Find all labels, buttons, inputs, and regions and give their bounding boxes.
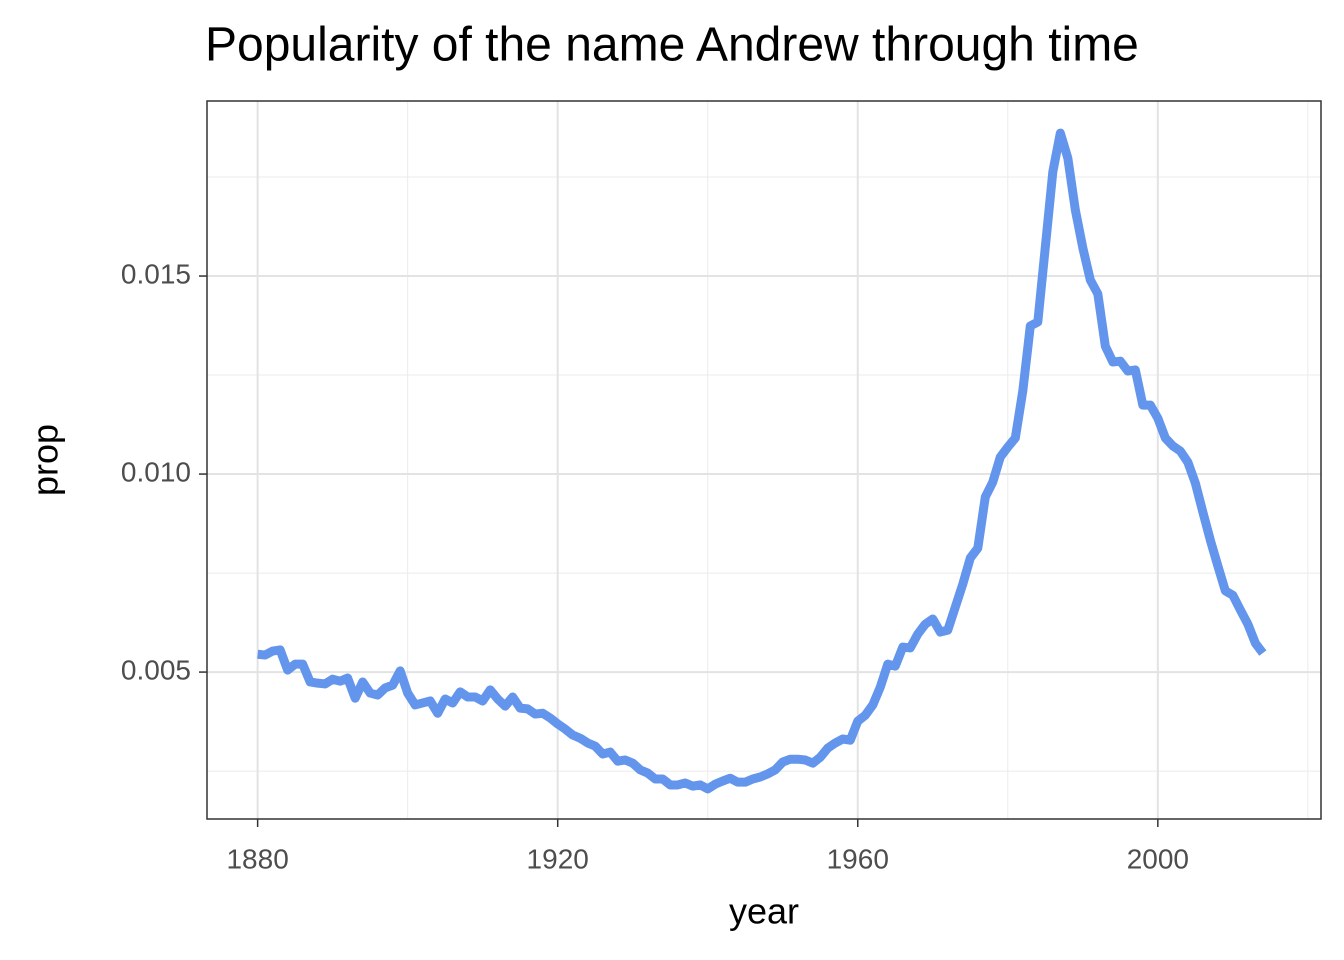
panel-border <box>206 100 1322 820</box>
chart-title: Popularity of the name Andrew through ti… <box>205 19 1139 72</box>
y-tick-label: 0.015 <box>121 258 191 289</box>
x-tick-label: 2000 <box>1127 843 1189 874</box>
x-tick-label: 1920 <box>527 843 589 874</box>
x-tick-label: 1960 <box>827 843 889 874</box>
y-axis-label: prop <box>25 424 66 496</box>
y-tick-label: 0.010 <box>121 456 191 487</box>
line <box>257 128 1267 794</box>
x-tick-label: 1880 <box>226 843 288 874</box>
x-axis-label: year <box>729 891 799 932</box>
y-tick-label: 0.005 <box>121 654 191 685</box>
